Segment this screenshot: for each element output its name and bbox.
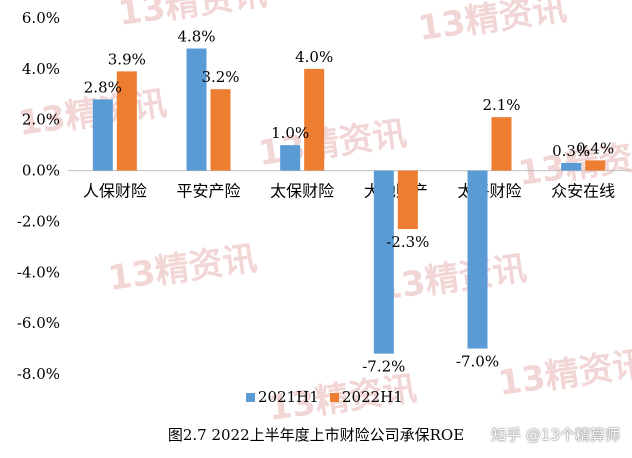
legend-swatch-2022H1 (330, 393, 339, 402)
legend-swatch-2021H1 (246, 393, 255, 402)
data-label: -2.3% (386, 233, 429, 251)
bar-2022H1 (397, 170, 418, 230)
data-labels: 2.8% 3.9% 4.8% 3.2% 1.0% 4.0% -7.2% -2.3% -7.0% 2… (84, 28, 614, 376)
bar-2022H1 (116, 71, 137, 171)
data-label: 0.4% (576, 139, 614, 157)
bar-2022H1 (585, 160, 606, 171)
bar-2021H1 (280, 145, 301, 171)
bars (92, 48, 606, 354)
x-tick-label: 大地财产 (364, 182, 428, 201)
x-tick-label: 太保财险 (270, 182, 334, 201)
data-label: 3.2% (201, 68, 239, 86)
y-tick-label: -4.0% (17, 263, 60, 281)
y-tick-label: 0.0% (22, 162, 60, 180)
data-label: -7.2% (362, 358, 405, 376)
bar-2022H1 (304, 68, 325, 171)
data-label: 0.3% (552, 142, 590, 160)
watermark-text: 13精资讯 (106, 239, 259, 299)
data-label: 1.0% (271, 124, 309, 142)
data-label: 4.8% (177, 28, 215, 46)
legend-label: 2021H1 (258, 388, 319, 406)
x-tick-label: 众安在线 (551, 182, 615, 201)
x-tick-label: 平安产险 (176, 182, 240, 201)
x-tick-label: 人保财险 (83, 182, 147, 201)
y-tick-label: -6.0% (17, 314, 60, 332)
watermark-text: 13精资讯 (416, 0, 569, 49)
bar-2022H1 (491, 117, 512, 171)
bar-2021H1 (92, 99, 113, 171)
bar-2022H1 (210, 89, 231, 171)
data-label: 3.9% (108, 50, 146, 68)
data-label: 2.8% (84, 78, 122, 96)
bar-2021H1 (373, 170, 394, 354)
data-label: -7.0% (456, 353, 499, 371)
source-watermark: 知乎 @13个精算师 (491, 426, 620, 444)
y-tick-label: -8.0% (17, 365, 60, 383)
bar-2021H1 (561, 162, 582, 171)
legend: 2021H1 2022H1 (246, 388, 403, 406)
y-tick-label: 6.0% (22, 9, 60, 27)
watermark-text: 13精资讯 (376, 249, 529, 309)
watermark-text: 13精资讯 (256, 114, 409, 174)
data-label: 4.0% (295, 48, 333, 66)
watermark-text: 13精资讯 (496, 344, 632, 404)
data-label: 2.1% (482, 96, 520, 114)
bar-2021H1 (467, 170, 488, 349)
y-tick-label: 2.0% (22, 111, 60, 129)
x-tick-label: 太平财险 (457, 182, 521, 201)
legend-label: 2022H1 (342, 388, 403, 406)
chart-title: 图2.7 2022上半年度上市财险公司承保ROE (167, 426, 465, 444)
y-tick-label: 4.0% (22, 60, 60, 78)
bar-2021H1 (186, 48, 207, 171)
y-tick-label: -2.0% (17, 212, 60, 230)
